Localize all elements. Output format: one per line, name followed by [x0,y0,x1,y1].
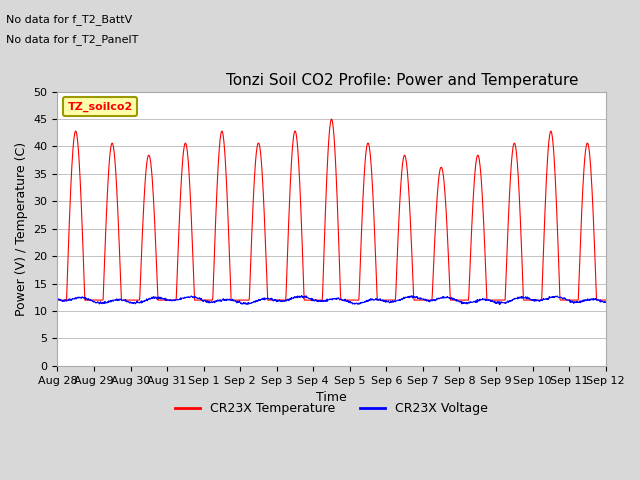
CR23X Temperature [602,297,609,303]
CR23X Voltage [162,298,170,303]
CR23X Temperature [162,297,170,303]
Line: CR23X Temperature: CR23X Temperature [58,119,605,300]
CR23X Voltage [54,296,61,302]
CR23X Voltage [354,301,362,307]
Text: Tonzi Soil CO2 Profile: Power and Temperature: Tonzi Soil CO2 Profile: Power and Temper… [226,72,579,88]
CR23X Temperature [328,116,335,122]
Line: CR23X Voltage: CR23X Voltage [58,296,605,304]
CR23X Temperature [175,218,183,224]
CR23X Voltage [602,300,609,305]
CR23X Temperature [417,297,425,303]
Y-axis label: Power (V) / Temperature (C): Power (V) / Temperature (C) [15,142,28,316]
CR23X Voltage [237,300,244,306]
CR23X Voltage [417,295,425,301]
CR23X Voltage [298,293,305,299]
Text: No data for f_T2_PanelT: No data for f_T2_PanelT [6,34,139,45]
X-axis label: Time: Time [316,391,347,404]
CR23X Voltage [175,297,183,302]
CR23X Temperature [237,297,244,303]
Text: No data for f_T2_BattV: No data for f_T2_BattV [6,14,132,25]
CR23X Voltage [538,297,545,302]
Legend: CR23X Temperature, CR23X Voltage: CR23X Temperature, CR23X Voltage [170,397,493,420]
CR23X Temperature [54,297,61,303]
CR23X Voltage [489,299,497,304]
CR23X Temperature [537,297,545,303]
CR23X Temperature [489,297,497,303]
